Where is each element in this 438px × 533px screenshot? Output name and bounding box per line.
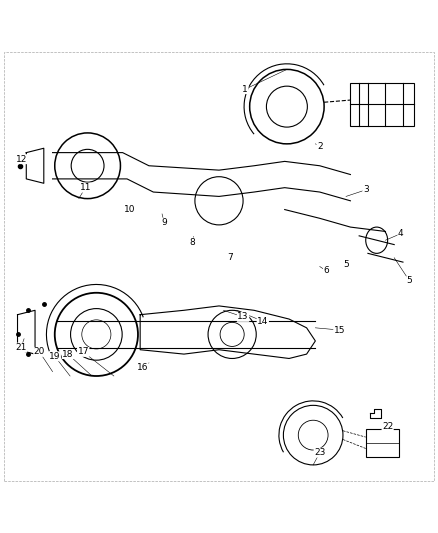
Text: 9: 9 (161, 218, 167, 227)
Text: 21: 21 (15, 343, 27, 352)
Text: 22: 22 (382, 422, 393, 431)
Text: 20: 20 (34, 348, 45, 357)
Text: 17: 17 (78, 348, 89, 357)
Bar (350, 83, 414, 126)
Text: 16: 16 (137, 363, 148, 372)
Text: 10: 10 (124, 205, 135, 214)
Text: 7: 7 (227, 253, 233, 262)
Text: 23: 23 (314, 448, 325, 457)
Text: 8: 8 (190, 238, 196, 247)
Text: 1: 1 (242, 85, 248, 94)
Text: 2: 2 (317, 142, 322, 150)
Text: 5: 5 (406, 277, 413, 286)
Text: 14: 14 (257, 317, 268, 326)
Text: 11: 11 (80, 183, 91, 192)
Text: 6: 6 (323, 266, 329, 276)
Text: 5: 5 (343, 260, 349, 269)
Bar (366, 429, 399, 457)
Text: 13: 13 (237, 312, 249, 321)
Text: 12: 12 (16, 155, 28, 164)
Text: 4: 4 (398, 229, 403, 238)
Text: 18: 18 (62, 350, 74, 359)
Text: 3: 3 (363, 185, 369, 195)
Text: 19: 19 (49, 352, 60, 361)
Text: 15: 15 (334, 326, 345, 335)
